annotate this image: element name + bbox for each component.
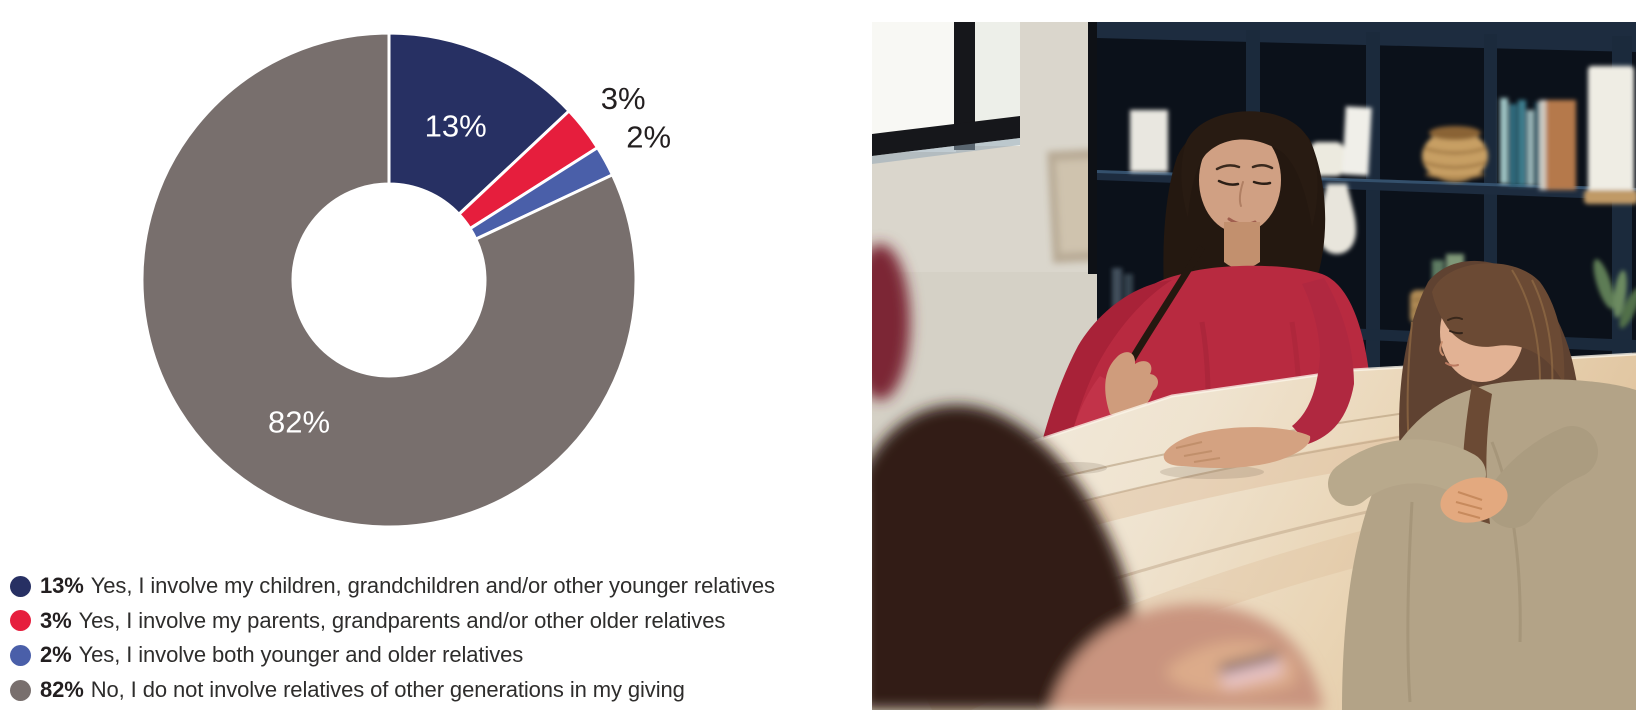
woman-left-hand xyxy=(1163,427,1311,468)
photo-illustration xyxy=(872,22,1636,710)
woman-left-sleeve xyxy=(1292,278,1354,444)
girl-left-sleeve xyxy=(1486,426,1598,528)
girl-hair-front xyxy=(1432,263,1565,384)
white-vase xyxy=(1318,184,1356,254)
legend-percent: 2% xyxy=(40,642,72,668)
woman-hair-front xyxy=(1181,111,1318,227)
woman-neck xyxy=(1224,222,1260,269)
girl-face-features xyxy=(1439,316,1463,367)
legend-item: 2% Yes, I involve both younger and older… xyxy=(10,638,775,673)
girl-right-sleeve xyxy=(1328,439,1486,506)
chart-legend: 13% Yes, I involve my children, grandchi… xyxy=(10,569,775,707)
window xyxy=(872,22,1020,164)
legend-label: Yes, I involve my children, grandchildre… xyxy=(90,573,775,599)
legend-label: Yes, I involve my parents, grandparents … xyxy=(78,607,726,633)
foreground-child xyxy=(872,244,1324,710)
books-teal xyxy=(1500,98,1542,186)
legend-swatch xyxy=(10,575,31,597)
donut-chart: 13% 3% 2% 82% xyxy=(0,0,700,545)
girl-hands xyxy=(1440,477,1508,523)
legend-item: 82% No, I do not involve relatives of ot… xyxy=(10,673,775,708)
woman-left-arm xyxy=(1047,278,1354,479)
woman-face xyxy=(1199,127,1281,233)
woman-right-sleeve xyxy=(1042,280,1172,450)
donut-slice-1 xyxy=(387,31,571,216)
red-chair-blur xyxy=(872,244,910,400)
donut-label-4: 82% xyxy=(268,404,330,439)
legend-swatch xyxy=(10,644,31,666)
plant xyxy=(1593,259,1636,329)
legend-label: No, I do not involve relatives of other … xyxy=(90,677,685,703)
donut-label-3: 2% xyxy=(626,120,671,155)
donut-label-1: 13% xyxy=(425,108,487,143)
legend-swatch xyxy=(10,679,31,701)
donut-label-2: 3% xyxy=(601,81,646,116)
foreground-child-hair xyxy=(872,405,1139,710)
photo xyxy=(872,22,1636,710)
legend-percent: 82% xyxy=(40,677,84,703)
books-dark xyxy=(1124,274,1133,316)
books-dark xyxy=(1112,268,1122,316)
legend-item: 13% Yes, I involve my children, grandchi… xyxy=(10,569,775,604)
spiral-notebook xyxy=(1539,100,1576,190)
cylinder-lamp xyxy=(1584,66,1636,204)
legend-percent: 13% xyxy=(40,573,84,599)
legend-percent: 3% xyxy=(40,607,72,633)
legend-label: Yes, I involve both younger and older re… xyxy=(78,642,524,668)
donut-svg: 13% 3% 2% 82% xyxy=(140,31,671,529)
white-box xyxy=(1342,106,1372,176)
phone xyxy=(1218,651,1283,689)
white-papers xyxy=(1130,110,1168,172)
legend-item: 3% Yes, I involve my parents, grandparen… xyxy=(10,604,775,639)
wicker-basket xyxy=(1422,126,1488,182)
legend-swatch xyxy=(10,610,31,632)
donut-slice-4 xyxy=(140,31,638,529)
woman-raised-hand xyxy=(1105,352,1159,416)
girl-figure xyxy=(1328,260,1636,710)
